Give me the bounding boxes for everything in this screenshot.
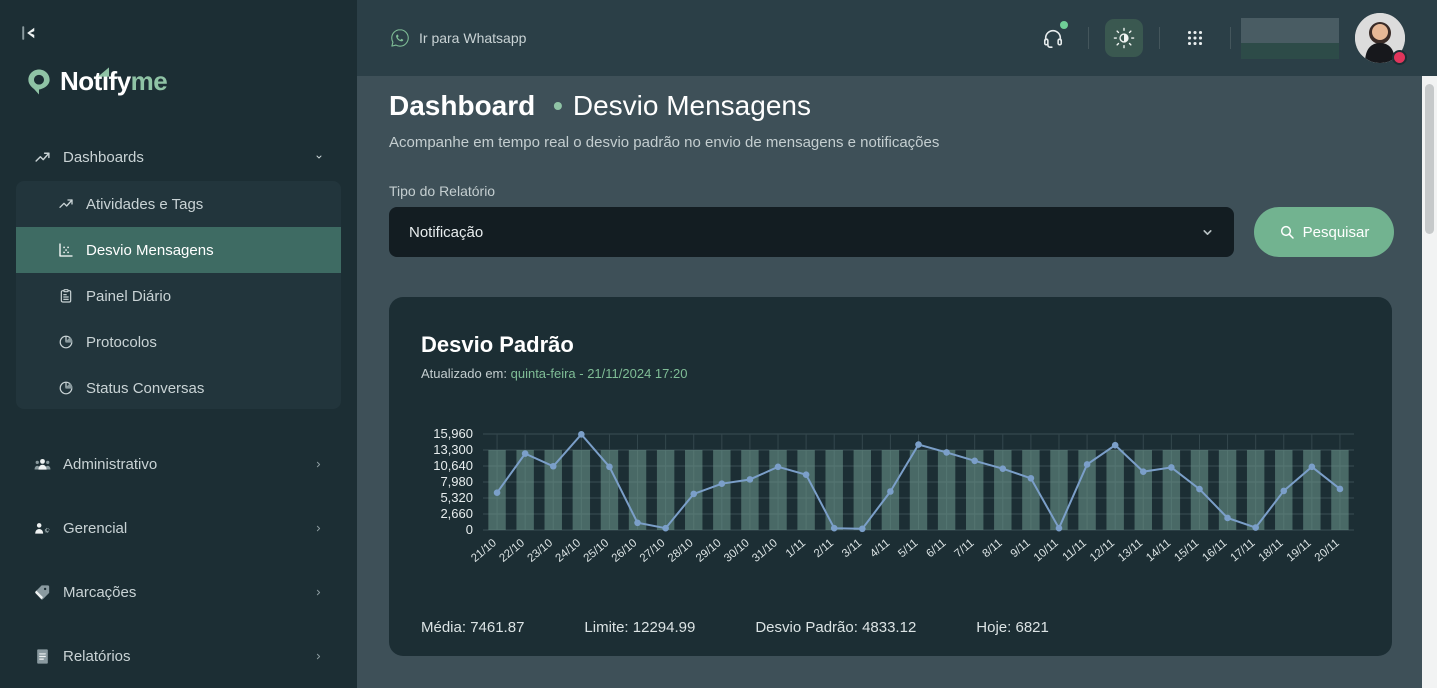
svg-text:20/11: 20/11 — [1313, 537, 1342, 564]
svg-text:26/10: 26/10 — [610, 537, 640, 565]
svg-text:5,320: 5,320 — [440, 490, 473, 505]
svg-text:10/11: 10/11 — [1032, 537, 1061, 564]
svg-text:13,300: 13,300 — [433, 442, 473, 457]
svg-text:5/11: 5/11 — [896, 537, 920, 560]
svg-text:13/11: 13/11 — [1116, 537, 1145, 564]
svg-text:23/10: 23/10 — [525, 537, 555, 565]
svg-text:22/10: 22/10 — [497, 537, 527, 565]
svg-text:17/11: 17/11 — [1228, 537, 1257, 564]
svg-text:12/11: 12/11 — [1088, 537, 1117, 564]
svg-text:11/11: 11/11 — [1061, 537, 1089, 564]
svg-text:18/11: 18/11 — [1257, 537, 1286, 564]
svg-text:7,980: 7,980 — [440, 474, 473, 489]
svg-text:30/10: 30/10 — [722, 537, 752, 565]
svg-text:2,660: 2,660 — [440, 506, 473, 521]
svg-text:1/11: 1/11 — [784, 537, 808, 560]
svg-text:3/11: 3/11 — [840, 537, 864, 560]
svg-text:24/10: 24/10 — [554, 537, 584, 565]
svg-text:4/11: 4/11 — [868, 537, 892, 560]
svg-text:6/11: 6/11 — [924, 537, 948, 560]
svg-text:10,640: 10,640 — [433, 458, 473, 473]
svg-text:15/11: 15/11 — [1172, 537, 1201, 564]
svg-text:9/11: 9/11 — [1009, 537, 1033, 560]
svg-text:28/10: 28/10 — [666, 537, 696, 565]
svg-text:7/11: 7/11 — [952, 537, 976, 560]
svg-text:31/10: 31/10 — [750, 537, 780, 565]
svg-text:19/11: 19/11 — [1285, 537, 1314, 564]
svg-text:27/10: 27/10 — [638, 537, 668, 565]
svg-text:21/10: 21/10 — [469, 537, 499, 565]
svg-text:14/11: 14/11 — [1144, 537, 1173, 564]
svg-text:0: 0 — [466, 522, 473, 537]
svg-text:2/11: 2/11 — [812, 537, 836, 560]
svg-text:15,960: 15,960 — [433, 426, 473, 441]
svg-text:29/10: 29/10 — [694, 537, 724, 565]
svg-text:25/10: 25/10 — [582, 537, 612, 565]
svg-text:8/11: 8/11 — [981, 537, 1005, 560]
svg-text:16/11: 16/11 — [1200, 537, 1229, 564]
